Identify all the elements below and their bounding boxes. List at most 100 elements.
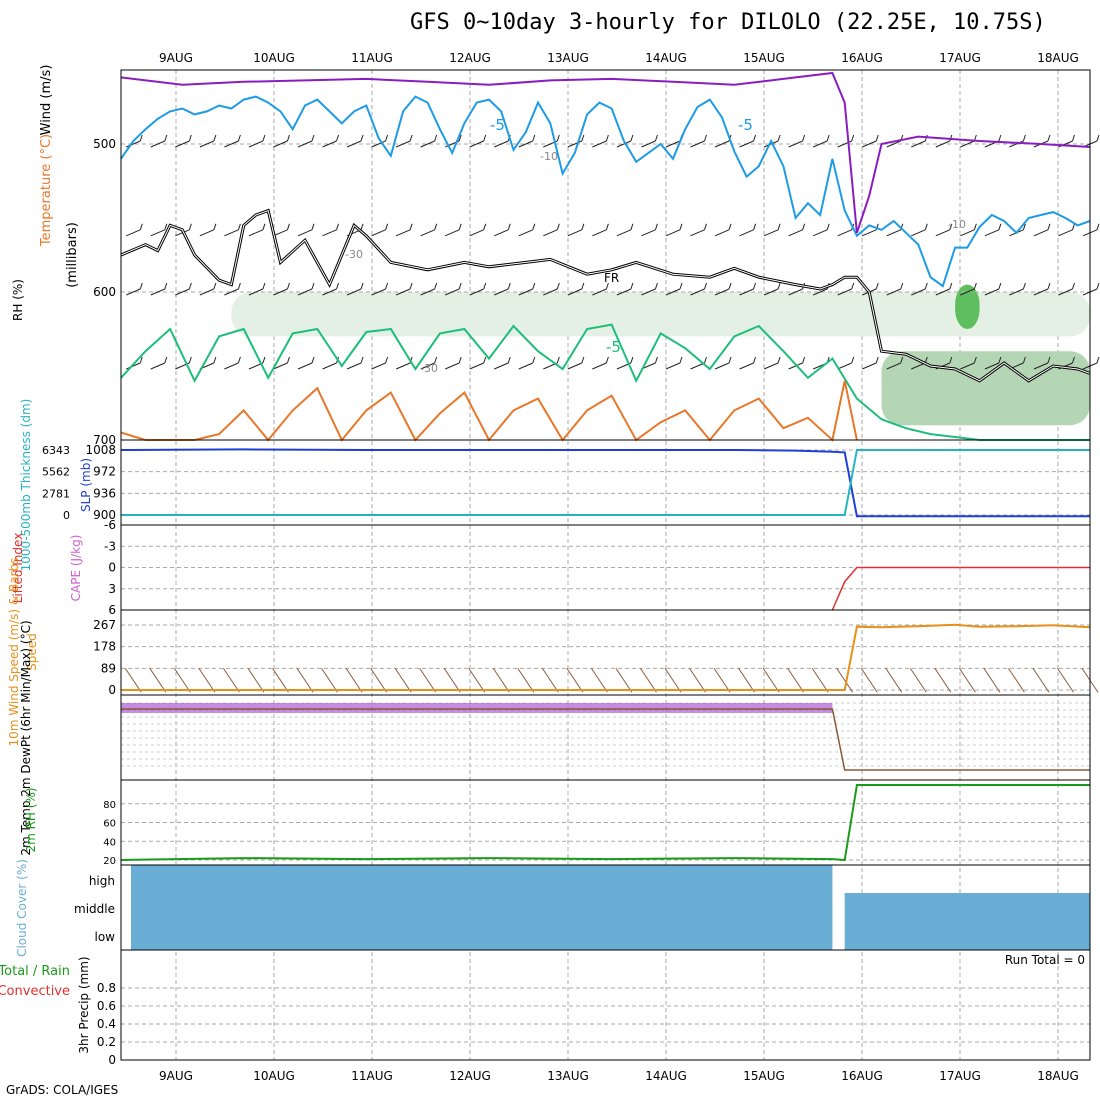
wind-barb (385, 356, 389, 364)
wind-barb (444, 229, 460, 237)
wind-barb (507, 282, 511, 290)
precip-tick: 0.2 (97, 1035, 116, 1049)
rh2m-series (120, 784, 1090, 862)
thickness-tick: 0 (63, 509, 70, 522)
wind-barb-10m (615, 667, 633, 693)
wind-barb-10m (370, 667, 387, 693)
wind-barb (139, 282, 143, 290)
wind-barb (237, 134, 241, 142)
wind-barb (371, 140, 386, 148)
wind-barb (641, 229, 656, 237)
wind-barb (812, 229, 828, 237)
wind-barb (273, 140, 288, 148)
wind-barb (739, 140, 754, 148)
contour-label: -10 (540, 150, 558, 163)
wind-barb-10m (1057, 667, 1074, 693)
wind-barb (248, 229, 264, 237)
slp-series (120, 448, 1090, 518)
wind-barb-10m (664, 667, 682, 693)
wind-barb (1047, 134, 1051, 142)
date-tick-bottom: 9AUG (159, 1069, 193, 1083)
wind-barb (998, 282, 1002, 290)
wind-barb (581, 282, 585, 290)
wind-barb (483, 282, 487, 290)
wind-barb (434, 282, 438, 290)
wind-barb-10m (713, 667, 731, 693)
wind-barb (886, 229, 901, 237)
wind-barb (532, 134, 536, 142)
wind-barb-10m (443, 667, 461, 693)
rh-axis-label: RH (%) (11, 279, 25, 321)
wind-barb (126, 229, 141, 237)
cape-axis-label: CAPE (J/kg) (69, 535, 83, 602)
wind-barb (826, 223, 830, 230)
cloud-level-label: low (95, 930, 116, 944)
wind-barb (420, 140, 435, 148)
wind-barb (346, 288, 362, 296)
wind-barb (507, 356, 511, 364)
wind-barb (581, 356, 585, 364)
wind-barb (753, 282, 757, 290)
wind-barb (605, 134, 609, 142)
wind-barb (360, 356, 364, 364)
temp-contour (120, 95, 1091, 288)
date-tick-top: 17AUG (939, 51, 981, 65)
wind-barb (1047, 223, 1051, 230)
cape-tick: 0 (108, 561, 116, 575)
wind-barb (286, 356, 290, 364)
wind-barb-10m (836, 667, 854, 693)
wind-barb (213, 134, 217, 142)
wind-barb-10m (541, 667, 559, 693)
temperature-axis-label: Temperature (°C) (39, 134, 54, 247)
wind-barb (458, 356, 462, 364)
wind-barb (164, 282, 168, 290)
wind-barb (224, 229, 239, 237)
wind-barb (728, 356, 732, 364)
wind-barb-10m (198, 667, 216, 693)
wind-barb (753, 223, 757, 230)
wind-barb (714, 140, 730, 148)
slp-series (121, 449, 1090, 516)
wind-barb-10m (394, 667, 412, 693)
wind-barb (851, 134, 855, 142)
wind-barb (518, 140, 533, 148)
wind-barb (1058, 288, 1073, 296)
rh2m-tick: 80 (103, 800, 116, 811)
wind-barb (592, 140, 607, 148)
wind-barb-10m (1032, 667, 1050, 693)
wind-barb (581, 223, 585, 230)
wind-barb (322, 362, 337, 370)
slp-tick: 1008 (85, 443, 116, 457)
wind-barb (139, 356, 143, 364)
wind-barb (139, 223, 143, 230)
wind-barb (802, 356, 806, 364)
wind-barb (469, 362, 484, 370)
wind-barb-10m (590, 667, 608, 693)
thickness-tick: 6343 (42, 444, 70, 457)
wind-barb (630, 356, 634, 364)
wind-barb (469, 140, 484, 148)
wind-barb (360, 134, 364, 142)
wind-barb (935, 229, 951, 237)
wind-barb (679, 282, 683, 290)
wind-barb (494, 288, 509, 296)
temp2m-series (121, 708, 1090, 771)
wind-barb (704, 223, 707, 230)
wind-barb (679, 356, 683, 364)
wind-barb (532, 223, 536, 230)
wind-barb (385, 223, 389, 230)
wind-barb (567, 362, 583, 370)
wind-barb (998, 356, 1002, 364)
wind-barb (605, 282, 609, 290)
wind-barb (164, 134, 168, 142)
wind-barb (273, 362, 288, 370)
wind-barb (788, 229, 803, 237)
wind-barb (690, 229, 705, 237)
wind-barb (704, 134, 707, 142)
wind-barb (311, 282, 315, 290)
wind-barb (237, 356, 241, 364)
wind-barb (420, 229, 435, 237)
pressure-tick: 600 (93, 285, 116, 299)
wind-barb-10m (321, 667, 338, 693)
wind-barb (630, 223, 634, 230)
